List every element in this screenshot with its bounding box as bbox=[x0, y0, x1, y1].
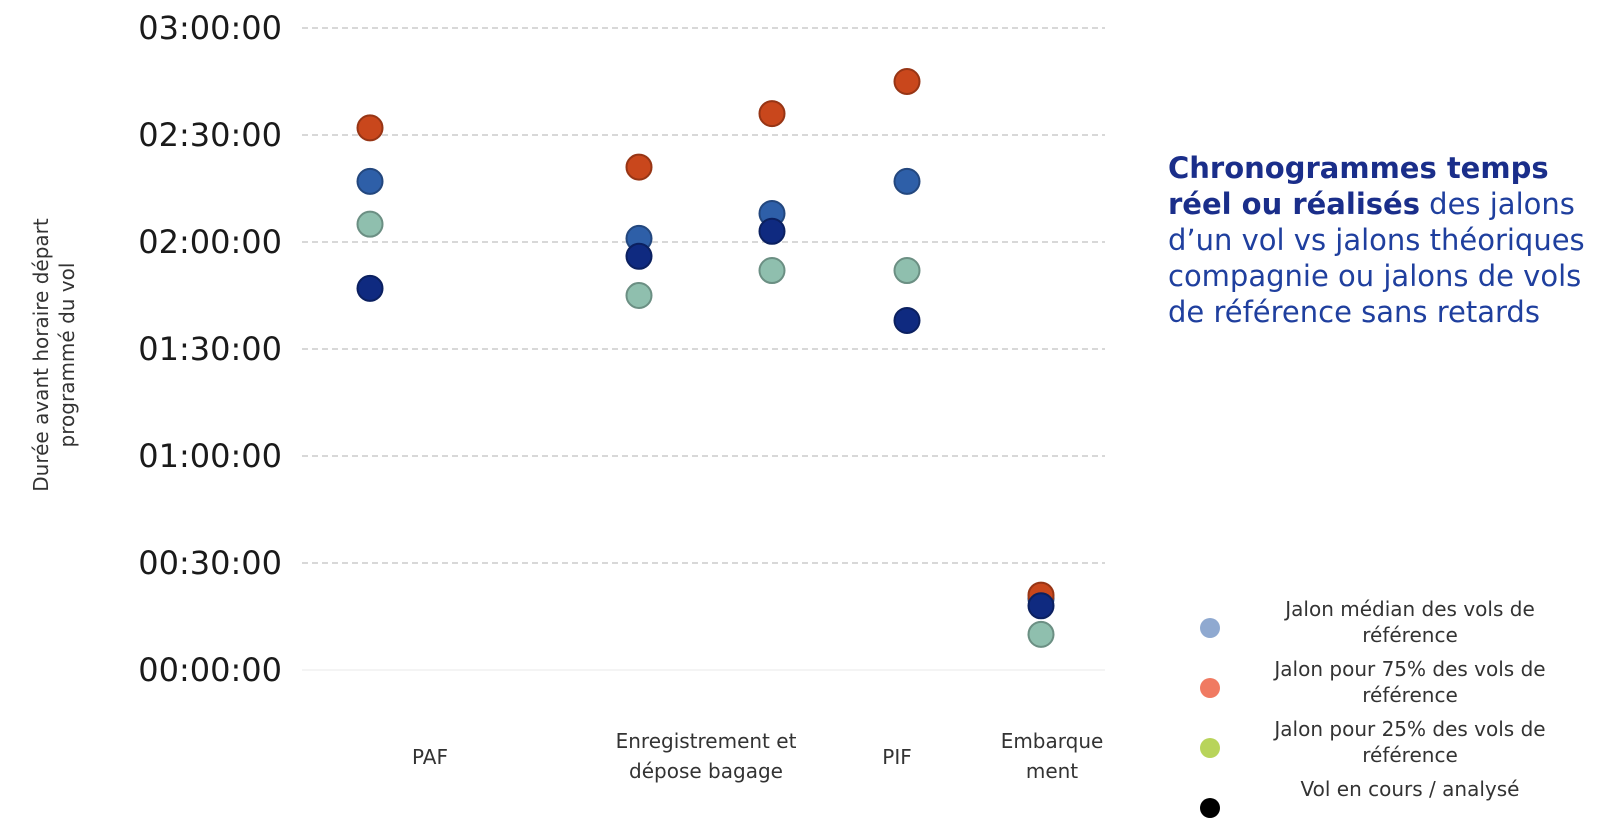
legend-label-p75: Jalon pour 75% des vols de référence bbox=[1274, 657, 1546, 707]
data-point bbox=[625, 153, 653, 181]
data-point bbox=[758, 257, 786, 285]
data-point bbox=[893, 306, 921, 334]
x-tick-label: Enregistrement et dépose bagage bbox=[616, 729, 797, 783]
y-tick-label: 01:00:00 bbox=[138, 437, 282, 475]
legend-item-p25: Jalon pour 25% des vols de référence bbox=[1190, 716, 1590, 776]
legend-label-median: Jalon médian des vols de référence bbox=[1285, 597, 1535, 647]
legend: Jalon médian des vols de référence Jalon… bbox=[1190, 596, 1590, 836]
data-point bbox=[893, 167, 921, 195]
annotation-bold-text: Chronogrammes temps réel ou réalisés bbox=[1168, 151, 1549, 221]
data-point bbox=[893, 257, 921, 285]
y-tick-label: 03:00:00 bbox=[138, 9, 282, 47]
data-points bbox=[356, 68, 1055, 648]
legend-item-current-flight: Vol en cours / analysé bbox=[1190, 776, 1590, 836]
x-tick-label: PAF bbox=[412, 745, 448, 769]
x-tick-label: PIF bbox=[882, 745, 911, 769]
y-tick-label: 01:30:00 bbox=[138, 330, 282, 368]
data-point bbox=[356, 274, 384, 302]
legend-label-current-flight: Vol en cours / analysé bbox=[1300, 777, 1520, 801]
data-point bbox=[356, 114, 384, 142]
data-point bbox=[758, 100, 786, 128]
gridlines bbox=[302, 27, 1105, 671]
data-point bbox=[1027, 620, 1055, 648]
legend-item-p75: Jalon pour 75% des vols de référence bbox=[1190, 656, 1590, 716]
legend-marker-p75 bbox=[1200, 678, 1220, 698]
legend-item-median: Jalon médian des vols de référence bbox=[1190, 596, 1590, 656]
data-point bbox=[758, 217, 786, 245]
legend-marker-median bbox=[1200, 618, 1220, 638]
y-tick-label: 00:00:00 bbox=[138, 651, 282, 689]
data-point bbox=[356, 167, 384, 195]
y-tick-labels: 00:00:00 00:30:00 01:00:00 01:30:00 02:00:00… bbox=[138, 9, 282, 689]
legend-marker-p25 bbox=[1200, 738, 1220, 758]
y-tick-label: 02:30:00 bbox=[138, 116, 282, 154]
data-point bbox=[893, 68, 921, 95]
y-tick-label: 00:30:00 bbox=[138, 544, 282, 582]
legend-label-p25: Jalon pour 25% des vols de référence bbox=[1274, 717, 1546, 767]
data-point bbox=[1027, 592, 1055, 620]
data-point bbox=[625, 242, 653, 270]
y-axis-label: Durée avant horaire départ programmé du v… bbox=[29, 218, 79, 492]
x-tick-labels: PAF Enregistrement et dépose bagage PIF Emba… bbox=[412, 729, 1103, 783]
data-point bbox=[625, 282, 653, 309]
legend-marker-current-flight bbox=[1200, 798, 1220, 818]
annotation-text: des jalons d’un vol vs jalons théoriques… bbox=[1168, 187, 1585, 329]
data-point bbox=[356, 210, 384, 238]
chart-annotation: Chronogrammes temps réel ou réalisés des… bbox=[1168, 150, 1588, 330]
y-tick-label: 02:00:00 bbox=[138, 223, 282, 261]
x-tick-label: Embarque ment bbox=[1001, 729, 1104, 783]
